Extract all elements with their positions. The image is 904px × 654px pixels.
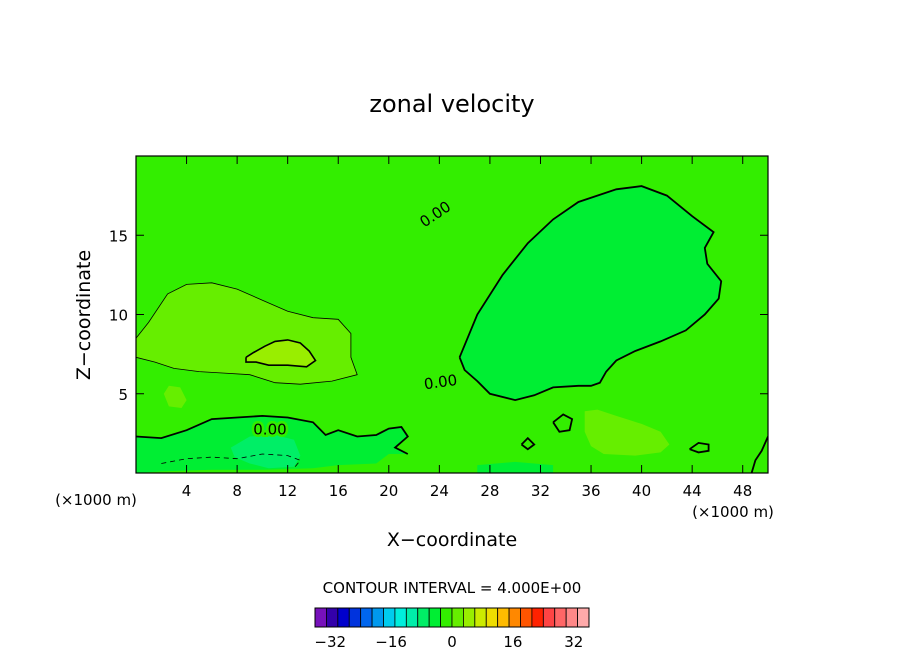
x-tick-label-3: 16 [329,482,348,500]
y-tick-label-0: 5 [118,386,128,404]
contour-line-4 [552,413,574,433]
x-tick-label-4: 20 [379,482,398,500]
colorbar-swatch-1 [326,607,339,628]
x-tick-label-7: 32 [531,482,550,500]
x-tick-label-0: 4 [182,482,192,500]
colorbar-swatch-11 [440,607,453,628]
colorbar-swatch-19 [531,607,544,628]
contour-fill-region-3 [163,385,187,408]
colorbar-swatch-7 [394,607,407,628]
x-tick-label-10: 44 [683,482,702,500]
colorbar-swatch-23 [577,607,590,628]
colorbar-swatch-16 [497,607,510,628]
colorbar-tick-label-2: 0 [447,633,457,651]
x-tick-label-1: 8 [232,482,242,500]
y-axis-label: Z−coordinate [73,250,95,380]
colorbar-swatch-10 [428,607,441,628]
colorbar-swatch-4 [360,607,373,628]
chart-title: zonal velocity [369,90,534,118]
contour-line-7 [750,436,768,473]
contour-line-6 [689,441,710,454]
colorbar-swatch-22 [565,607,578,628]
colorbar-tick-label-0: −32 [314,633,346,651]
contour-line-8 [161,453,301,469]
colorbar-swatch-3 [348,607,362,628]
contour-fill-region-5 [230,435,301,469]
colorbar-frame [314,607,590,628]
contour-line-0 [136,282,358,385]
colorbar: −32 −16 0 16 32 [314,607,590,651]
x-tick-label-8: 36 [581,482,600,500]
x-tick-label-6: 28 [480,482,499,500]
colorbar-swatch-12 [451,607,464,628]
colorbar-swatch-21 [554,607,567,628]
colorbar-swatch-15 [485,607,499,628]
colorbar-swatch-18 [520,607,533,628]
colorbar-swatch-2 [337,607,350,628]
x-tick-label-2: 12 [278,482,297,500]
x-unit-label-right: (×1000 m) [692,503,774,521]
x-unit-label-left: (×1000 m) [55,491,137,509]
contour-line-5 [520,436,536,451]
colorbar-swatch-20 [542,607,556,628]
contour-label-0: 0.00 [253,421,286,439]
contour-fill-region-1 [246,339,316,367]
x-axis-label: X−coordinate [387,529,517,551]
y-tick-label-2: 15 [109,227,128,245]
colorbar-swatch-0 [314,607,327,628]
contour-fill-region-7 [477,461,554,473]
contour-fill-region-2 [584,409,670,456]
contour-line-1 [245,339,317,368]
y-tick-label-1: 10 [109,307,128,325]
colorbar-swatch-17 [508,607,521,628]
colorbar-swatch-5 [371,607,384,628]
colorbar-tick-label-3: 16 [503,633,522,651]
x-tick-label-9: 40 [632,482,651,500]
colorbar-swatch-8 [405,607,419,628]
colorbar-tick-label-4: 32 [564,633,583,651]
contour-line-2 [458,185,723,402]
contour-line-3 [136,414,409,455]
colorbar-swatch-13 [463,607,476,628]
contour-interval-text: CONTOUR INTERVAL = 4.000E+00 [323,579,582,597]
colorbar-swatch-6 [383,607,396,628]
x-tick-label-5: 24 [430,482,449,500]
x-tick-label-11: 48 [733,482,752,500]
colorbar-swatch-14 [474,607,487,628]
contour-fill-region-6 [459,186,722,401]
colorbar-swatch-9 [417,607,430,628]
colorbar-tick-label-1: −16 [375,633,407,651]
